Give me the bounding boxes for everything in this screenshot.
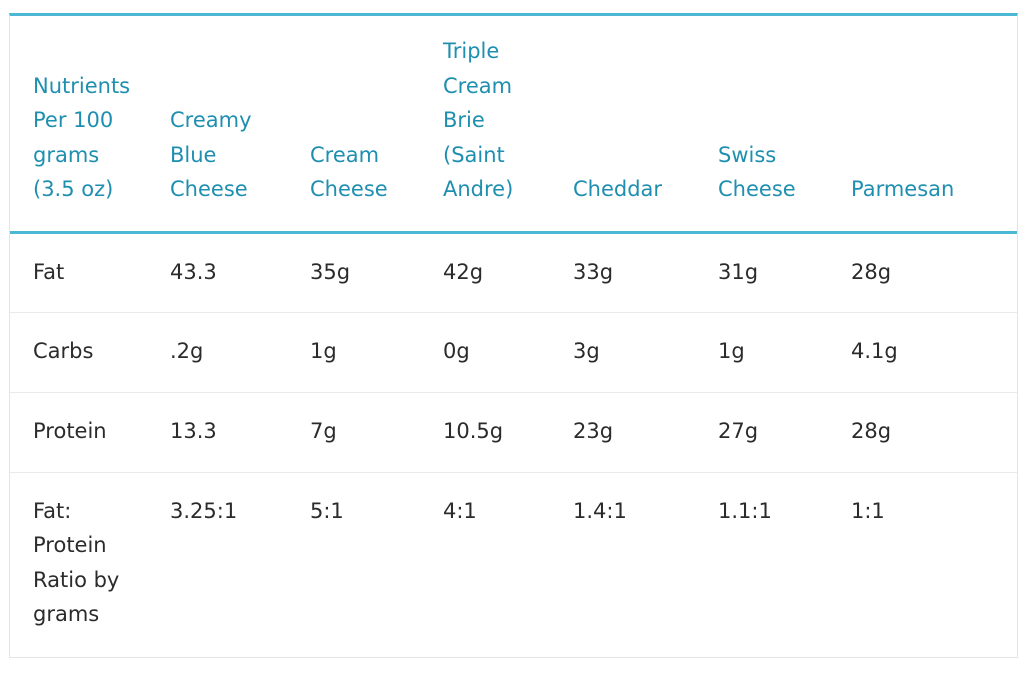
- header-text-line: Triple: [443, 39, 500, 63]
- table-cell: 4:1: [443, 498, 477, 523]
- table-cell: 3.25:1: [170, 498, 238, 523]
- header-text-line: Per 100: [33, 108, 114, 132]
- row-label-text: Carbs: [33, 338, 94, 363]
- row-label-text: grams: [33, 602, 100, 626]
- header-text-line: Andre): [443, 177, 514, 201]
- row-label-text: Protein: [33, 418, 107, 443]
- row-label-text: Fat:: [33, 498, 72, 523]
- table-cell: 10.5g: [443, 392, 573, 473]
- table-cell: 28g: [851, 392, 1017, 473]
- header-triple-cream-brie: Triple Cream Brie (Saint Andre): [443, 16, 573, 234]
- nutrition-table-container: Nutrients Per 100 grams (3.5 oz) Creamy …: [9, 13, 1018, 658]
- row-label-text: Protein: [33, 533, 107, 557]
- header-nutrients: Nutrients Per 100 grams (3.5 oz): [10, 16, 170, 234]
- table-cell: 3g: [573, 312, 718, 393]
- header-cheddar: Cheddar: [573, 16, 718, 234]
- header-text-line: Cheese: [718, 177, 796, 201]
- row-label: Protein: [10, 392, 170, 473]
- table-row-carbs: Carbs .2g 1g 0g 3g 1g 4.1g: [10, 312, 1017, 393]
- header-cream-cheese: Cream Cheese: [310, 16, 443, 234]
- row-label: Fat: [10, 232, 170, 313]
- table-body: Fat 43.3 35g 42g 33g 31g 28g Carbs .2g 1…: [10, 232, 1017, 652]
- table-cell: 1.1:1: [718, 498, 772, 523]
- table-cell: 1g: [310, 312, 443, 393]
- row-label-text: Ratio by: [33, 567, 120, 592]
- header-text-line: Swiss: [718, 142, 777, 167]
- table-cell: 27g: [718, 392, 851, 473]
- table-cell: 1g: [718, 312, 851, 393]
- row-label-text: Fat: [33, 259, 65, 284]
- header-creamy-blue-cheese: Creamy Blue Cheese: [170, 16, 310, 234]
- table-cell: 13.3: [170, 392, 310, 473]
- header-text-line: Blue: [170, 142, 217, 167]
- header-text-line: Creamy: [170, 108, 252, 132]
- header-parmesan: Parmesan: [851, 16, 1017, 234]
- cheese-nutrition-table: Nutrients Per 100 grams (3.5 oz) Creamy …: [10, 16, 1017, 652]
- table-cell: 0g: [443, 312, 573, 393]
- header-text-line: (Saint: [443, 142, 505, 167]
- table-cell: 33g: [573, 232, 718, 313]
- row-label: Carbs: [10, 312, 170, 393]
- table-cell: 5:1: [310, 498, 344, 523]
- table-cell: 42g: [443, 232, 573, 313]
- header-text-line: Parmesan: [851, 177, 955, 201]
- header-text-line: Cream: [443, 73, 513, 98]
- header-text-line: Cheese: [170, 177, 248, 201]
- table-cell: 4.1g: [851, 312, 1017, 393]
- header-text-line: Brie: [443, 108, 485, 132]
- table-cell: 28g: [851, 232, 1017, 313]
- table-row-fat-protein-ratio: Fat: Protein Ratio by grams 3.25:1 5:1 4…: [10, 472, 1017, 652]
- table-cell: 1:1: [851, 498, 885, 523]
- header-swiss-cheese: Swiss Cheese: [718, 16, 851, 234]
- header-row: Nutrients Per 100 grams (3.5 oz) Creamy …: [10, 16, 1017, 234]
- table-cell: 35g: [310, 232, 443, 313]
- header-text-line: Nutrients: [33, 73, 131, 98]
- table-cell: .2g: [170, 312, 310, 393]
- header-text-line: Cream: [310, 142, 380, 167]
- header-text-line: grams: [33, 142, 100, 167]
- header-text-line: Cheddar: [573, 177, 663, 201]
- table-cell: 1.4:1: [573, 498, 627, 523]
- table-cell: 23g: [573, 392, 718, 473]
- header-text-line: Cheese: [310, 177, 388, 201]
- table-header: Nutrients Per 100 grams (3.5 oz) Creamy …: [10, 16, 1017, 234]
- table-row-protein: Protein 13.3 7g 10.5g 23g 27g 28g: [10, 392, 1017, 473]
- row-label: Fat: Protein Ratio by grams: [10, 472, 170, 652]
- table-cell: 31g: [718, 232, 851, 313]
- header-text-line: (3.5 oz): [33, 177, 114, 201]
- table-cell: 7g: [310, 392, 443, 473]
- table-cell: 43.3: [170, 232, 310, 313]
- table-row-fat: Fat 43.3 35g 42g 33g 31g 28g: [10, 232, 1017, 313]
